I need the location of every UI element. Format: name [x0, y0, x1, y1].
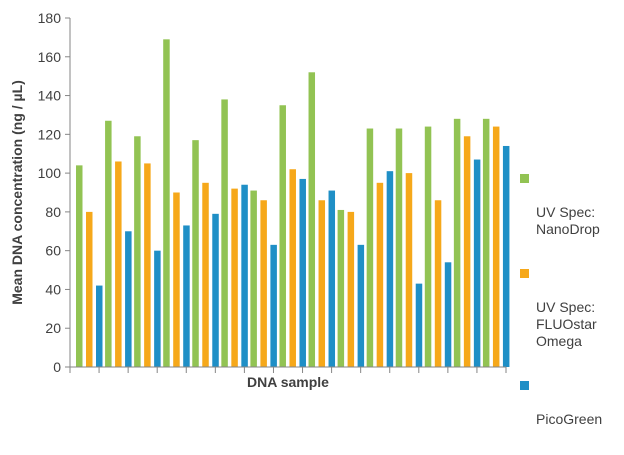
bar-series-3-sample-2: [125, 231, 132, 367]
bar-series-1-sample-8: [279, 105, 286, 367]
bar-series-3-sample-14: [473, 159, 481, 367]
y-tick-label-60: 60: [45, 243, 61, 259]
bar-series-3-sample-15: [502, 145, 510, 367]
bar-series-1-sample-5: [192, 140, 199, 367]
y-tick-label-100: 100: [38, 165, 62, 181]
x-axis-title: DNA sample: [247, 374, 329, 390]
bar-series-2-sample-10: [347, 211, 355, 367]
bar-series-2-sample-6: [231, 188, 238, 367]
bar-series-1-sample-4: [163, 39, 170, 367]
legend: UV Spec: NanoDrop UV Spec: FLUOstar Omeg…: [514, 170, 622, 455]
bar-series-3-sample-10: [357, 244, 365, 367]
y-tick-label-40: 40: [45, 281, 61, 297]
bar-series-2-sample-2: [115, 161, 122, 367]
bar-series-1-sample-12: [395, 128, 403, 367]
legend-swatch-picogreen: [520, 381, 529, 390]
bar-series-2-sample-13: [434, 200, 442, 367]
bar-series-2-sample-5: [202, 182, 209, 367]
bar-series-3-sample-3: [154, 250, 161, 367]
bar-series-2-sample-14: [463, 136, 471, 367]
y-tick-label-140: 140: [38, 88, 62, 104]
legend-swatch-fluostar: [520, 269, 529, 278]
bar-series-3-sample-7: [270, 244, 277, 367]
bar-series-1-sample-14: [453, 118, 461, 367]
legend-item-nanodrop: UV Spec: NanoDrop: [514, 170, 622, 238]
bar-series-3-sample-11: [386, 171, 394, 367]
chart: 0 20 40 60 80 100 120 140 160 180 Mean DNA concen…: [9, 10, 510, 390]
bar-series-3-sample-5: [212, 213, 219, 367]
bar-series-3-sample-8: [299, 178, 306, 367]
bar-series-2-sample-11: [376, 182, 384, 367]
legend-label-nanodrop: UV Spec: NanoDrop: [536, 204, 600, 237]
y-tick-label-180: 180: [38, 10, 62, 26]
y-tick-label-80: 80: [45, 204, 61, 220]
y-tick-label-160: 160: [38, 49, 62, 65]
bar-series-3-sample-9: [328, 190, 336, 367]
bar-series-1-sample-15: [482, 118, 490, 367]
bar-series-1-sample-13: [424, 126, 432, 367]
y-axis-title: Mean DNA concentration (ng / µL): [9, 80, 25, 305]
y-tick-label-0: 0: [53, 359, 61, 375]
y-tick-label-120: 120: [38, 126, 62, 142]
y-tick-label-20: 20: [45, 320, 61, 336]
bar-series-3-sample-13: [444, 262, 452, 367]
bar-series-2-sample-1: [86, 211, 93, 367]
bar-series-3-sample-6: [241, 184, 248, 367]
bar-series-1-sample-2: [105, 120, 112, 367]
legend-label-fluostar: UV Spec: FLUOstar Omega: [536, 299, 597, 349]
bar-series-1-sample-7: [250, 190, 257, 367]
bar-series-1-sample-11: [366, 128, 374, 367]
bar-series-3-sample-1: [96, 285, 103, 367]
axes-layer: 0 20 40 60 80 100 120 140 160 180: [38, 10, 507, 375]
bar-series-2-sample-12: [405, 173, 413, 367]
bar-series-2-sample-9: [318, 200, 326, 367]
bar-series-2-sample-3: [144, 163, 151, 367]
bar-series-1-sample-10: [337, 209, 345, 367]
legend-item-fluostar: UV Spec: FLUOstar Omega: [514, 265, 622, 350]
bar-series-1-sample-6: [221, 99, 228, 368]
bar-series-3-sample-4: [183, 225, 190, 367]
bars-layer: [76, 39, 510, 368]
bar-series-2-sample-4: [173, 192, 180, 367]
bar-series-2-sample-8: [289, 169, 296, 367]
legend-item-picogreen: PicoGreen: [514, 377, 622, 428]
bar-series-1-sample-9: [308, 72, 316, 367]
legend-swatch-nanodrop: [520, 174, 529, 183]
bar-series-1-sample-1: [76, 165, 83, 367]
legend-label-picogreen: PicoGreen: [536, 411, 603, 427]
bar-series-2-sample-15: [492, 126, 500, 367]
bar-series-1-sample-3: [134, 136, 141, 367]
bar-series-3-sample-12: [415, 283, 423, 367]
bar-series-2-sample-7: [260, 200, 267, 367]
